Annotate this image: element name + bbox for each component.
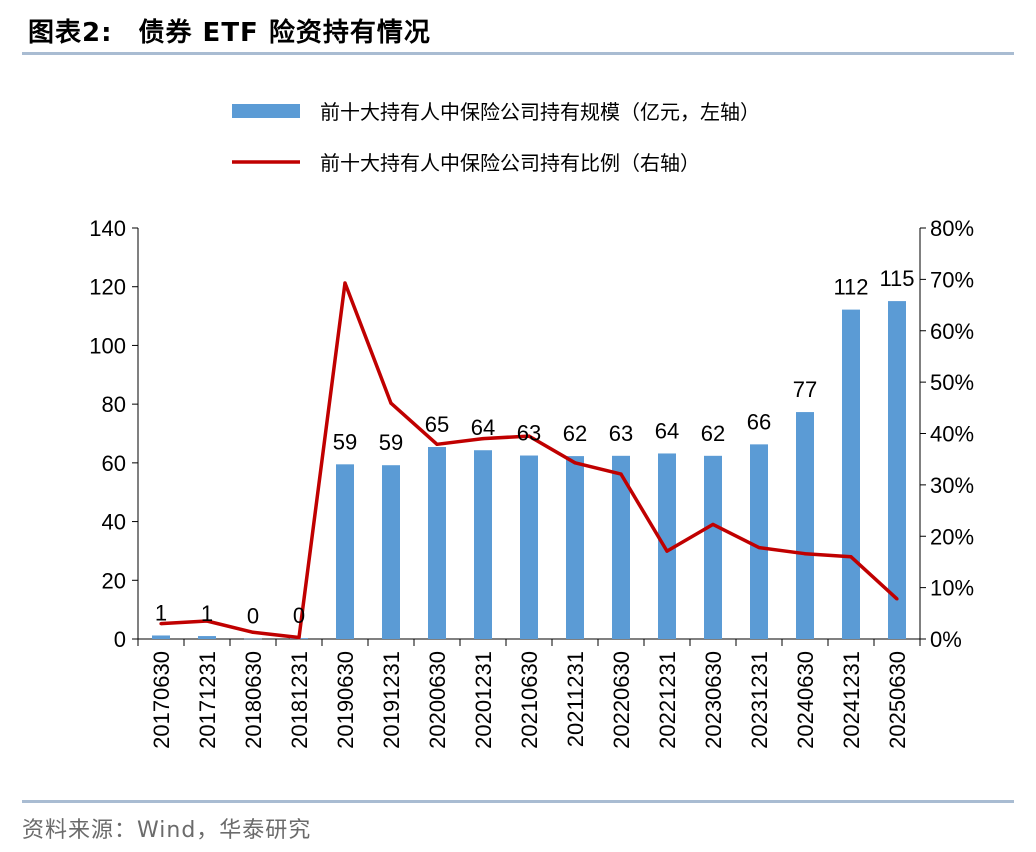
bar-series <box>152 301 906 640</box>
x-tick-label: 20200630 <box>425 651 450 749</box>
ratio-point <box>251 630 255 634</box>
bar-data-label: 59 <box>333 429 357 454</box>
bar-data-label: 59 <box>379 430 403 455</box>
x-tick-label: 20231231 <box>747 651 772 749</box>
x-tick-label: 20220630 <box>609 651 634 749</box>
ratio-point <box>481 437 485 441</box>
bar-data-label: 77 <box>793 377 817 402</box>
ratio-point <box>527 434 531 438</box>
x-tick-label: 20181231 <box>287 651 312 749</box>
bar <box>796 412 814 639</box>
bar <box>336 464 354 639</box>
ratio-point <box>895 597 899 601</box>
bar-data-label: 1 <box>155 600 167 625</box>
ratio-point <box>619 472 623 476</box>
x-tick-label: 20180630 <box>241 651 266 749</box>
y-left-tick-label: 0 <box>114 627 126 652</box>
ratio-point <box>343 281 347 285</box>
figure-title: 图表2: 债券 ETF 险资持有情况 <box>28 12 431 49</box>
ratio-point <box>711 522 715 527</box>
y-left-tick-label: 20 <box>102 568 126 593</box>
y-right-tick-label: 50% <box>930 370 974 395</box>
x-tick-label: 20201231 <box>471 651 496 749</box>
ratio-point <box>757 545 761 550</box>
legend-label-line: 前十大持有人中保险公司持有比例（右轴） <box>320 151 700 175</box>
x-tick-label: 20240630 <box>793 651 818 749</box>
bar <box>474 450 492 639</box>
bar <box>152 635 170 639</box>
y-left-tick-label: 60 <box>102 451 126 476</box>
bar <box>244 638 262 640</box>
bar-data-label: 0 <box>247 604 259 629</box>
x-tick-label: 20250630 <box>885 651 910 749</box>
y-right-tick-label: 80% <box>930 216 974 241</box>
y-left-tick-label: 40 <box>102 510 126 535</box>
bar <box>428 447 446 639</box>
y-right-tick-label: 20% <box>930 524 974 549</box>
chart: 前十大持有人中保险公司持有规模（亿元，左轴） 前十大持有人中保险公司持有比例（右… <box>89 100 974 749</box>
bar-data-label: 63 <box>609 421 633 446</box>
x-tick-label: 20210630 <box>517 651 542 749</box>
bar-data-label: 62 <box>701 421 725 446</box>
y-right-tick-label: 10% <box>930 576 974 601</box>
bar <box>520 455 538 639</box>
x-tick-label: 20190630 <box>333 651 358 749</box>
bar <box>842 309 860 639</box>
x-tick-label: 20211231 <box>563 651 588 747</box>
x-tick-label: 20171231 <box>195 651 220 749</box>
ratio-point <box>849 555 853 559</box>
bar-data-label: 65 <box>425 412 449 437</box>
figure-number: 图表2: <box>28 18 113 48</box>
bar-data-label: 115 <box>879 266 914 291</box>
bar <box>382 465 400 639</box>
x-tick-label: 20191231 <box>379 651 404 749</box>
y-left-tick-label: 80 <box>102 392 126 417</box>
ratio-point <box>389 401 393 405</box>
bar-data-label: 62 <box>563 421 587 446</box>
y-left-tick-label: 120 <box>89 275 126 300</box>
ratio-point <box>297 635 301 640</box>
bar-data-label: 0 <box>293 603 305 628</box>
y-right-tick-label: 30% <box>930 473 974 498</box>
ratio-point <box>803 552 807 556</box>
legend-label-bar: 前十大持有人中保险公司持有规模（亿元，左轴） <box>320 100 760 124</box>
bar-data-label: 64 <box>471 415 495 440</box>
y-right-tick-label: 0% <box>930 627 962 652</box>
ratio-point <box>159 621 163 626</box>
legend-swatch-bar <box>232 104 300 118</box>
bar <box>198 636 216 639</box>
bottom-divider <box>22 800 1014 803</box>
ratio-point <box>205 619 209 623</box>
legend: 前十大持有人中保险公司持有规模（亿元，左轴） 前十大持有人中保险公司持有比例（右… <box>232 100 760 175</box>
ratio-point <box>665 549 669 553</box>
x-tick-label: 20230630 <box>701 651 726 749</box>
figure-title-text: 债券 ETF 险资持有情况 <box>138 18 431 48</box>
x-tick-label: 20241231 <box>839 651 864 749</box>
bar <box>658 453 676 639</box>
bar <box>750 444 768 639</box>
y-right-tick-label: 60% <box>930 319 974 344</box>
data-labels: 1 1 0 0 59 59 65 64 63 62 63 64 62 66 77 112 115 <box>155 266 915 629</box>
y-right-tick-label: 70% <box>930 267 974 292</box>
source-note: 资料来源：Wind，华泰研究 <box>22 818 312 843</box>
y-left-tick-label: 140 <box>89 216 126 241</box>
bar <box>566 456 584 639</box>
bar-data-label: 1 <box>201 601 213 626</box>
bar-data-label: 64 <box>655 418 679 443</box>
bar <box>612 455 630 639</box>
ratio-point <box>573 461 577 465</box>
bar <box>704 455 722 639</box>
bar <box>888 301 906 639</box>
x-tick-label: 20170630 <box>149 651 174 749</box>
ratio-point <box>435 442 439 446</box>
top-divider <box>22 52 1014 55</box>
bar-data-label: 63 <box>517 421 541 446</box>
axes: 0204060801001201400%10%20%30%40%50%60%70… <box>89 216 974 749</box>
line-series <box>159 281 899 640</box>
y-left-tick-label: 100 <box>89 333 126 358</box>
x-tick-label: 20221231 <box>655 651 680 749</box>
bar-data-label: 112 <box>833 275 868 300</box>
y-right-tick-label: 40% <box>930 422 974 447</box>
bar-data-label: 66 <box>747 409 771 434</box>
